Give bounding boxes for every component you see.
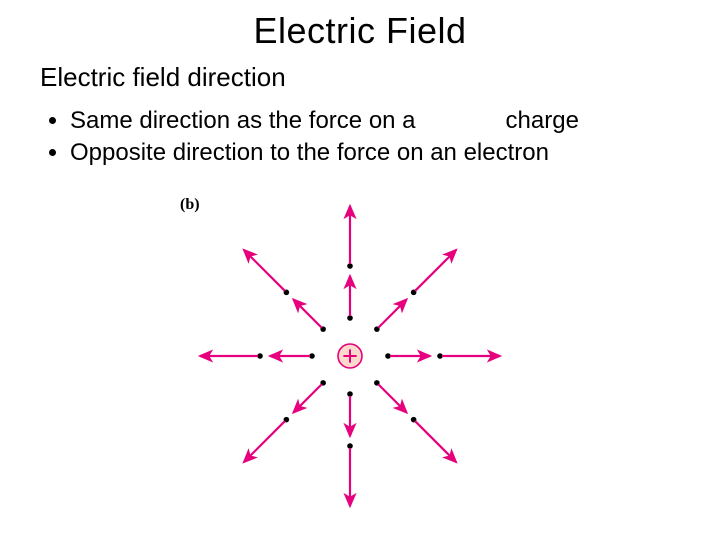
field-arrow <box>244 250 285 291</box>
field-point <box>347 315 353 321</box>
figure: (b) <box>180 196 520 516</box>
bullet-text-pre: Same direction as the force on a <box>70 107 416 134</box>
field-point <box>437 353 443 359</box>
field-point <box>347 443 353 449</box>
field-arrow <box>293 299 321 327</box>
field-arrow <box>378 384 406 412</box>
field-point <box>257 353 263 359</box>
field-point <box>347 263 353 269</box>
subtitle: Electric field direction <box>40 62 680 93</box>
field-arrow <box>244 421 285 462</box>
field-arrow <box>415 421 456 462</box>
field-arrow <box>415 250 456 291</box>
field-point <box>309 353 315 359</box>
field-diagram <box>180 196 520 516</box>
slide: Electric Field Electric field direction … <box>0 0 720 540</box>
field-arrow <box>293 384 321 412</box>
bullet-text-post: charge <box>506 107 579 134</box>
field-arrow <box>378 299 406 327</box>
bullet-list: Same direction as the force on a charge O… <box>40 105 680 170</box>
field-point <box>385 353 391 359</box>
bullet-text-pre: Opposite direction to the force on an el… <box>70 139 549 166</box>
bullet-item: Opposite direction to the force on an el… <box>70 137 680 169</box>
page-title: Electric Field <box>40 10 680 52</box>
field-point <box>347 391 353 397</box>
bullet-item: Same direction as the force on a charge <box>70 105 680 137</box>
